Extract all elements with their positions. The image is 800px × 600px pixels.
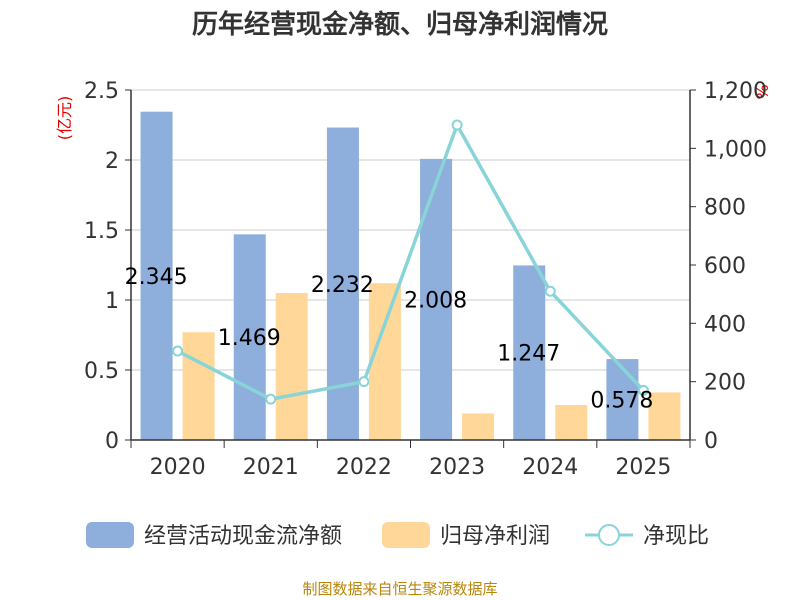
legend-item-ratio: 净现比 <box>585 524 709 549</box>
cashflow-bar <box>233 234 266 440</box>
axes: 0 0.5 1 1.5 2 2.5 0 200 400 600 800 1,000 1,200 2020 2… <box>84 79 767 480</box>
left-axis-tick-label: 2.5 <box>84 79 119 104</box>
x-axis-tick-label: 2025 <box>615 455 671 480</box>
cashflow-bar <box>606 359 639 440</box>
x-axis-tick-label: 2021 <box>243 455 299 480</box>
left-axis-tick-label: 1 <box>105 289 119 314</box>
legend-item-net-profit: 归母净利润 <box>382 522 550 549</box>
cashflow-bar <box>513 265 546 440</box>
left-axis-unit: (亿元) <box>55 96 74 141</box>
right-axis-unit: % <box>753 84 772 99</box>
cashflow-data-label: 0.578 <box>590 389 653 414</box>
x-axis-tick-label: 2020 <box>150 455 206 480</box>
left-axis-tick-label: 1.5 <box>84 219 119 244</box>
legend: 经营活动现金流净额 归母净利润 净现比 <box>86 522 709 549</box>
right-axis-tick-label: 200 <box>704 371 746 396</box>
ratio-point <box>637 384 649 396</box>
right-axis-tick-label: 800 <box>704 196 746 221</box>
cashflow-data-label: 2.008 <box>404 288 467 313</box>
ratio-point <box>265 393 277 405</box>
net-profit-bar <box>182 332 215 440</box>
ratio-line <box>176 120 645 401</box>
cashflow-data-label: 1.469 <box>218 326 281 351</box>
x-axis-tick-label: 2023 <box>429 455 485 480</box>
legend-label: 经营活动现金流净额 <box>144 524 342 549</box>
x-axis-tick-label: 2022 <box>336 455 392 480</box>
left-axis-tick-label: 0.5 <box>84 359 119 384</box>
legend-swatch <box>382 522 430 548</box>
left-axis-tick-label: 0 <box>105 429 119 454</box>
chart-title: 历年经营现金净额、归母净利润情况 <box>192 9 608 40</box>
grid-lines <box>131 89 690 371</box>
cashflow-data-label: 1.247 <box>497 342 560 367</box>
right-axis-tick-label: 0 <box>704 429 718 454</box>
cashflow-bar <box>140 111 173 440</box>
right-axis-tick-label: 400 <box>704 312 746 337</box>
ratio-point <box>451 119 463 131</box>
cashflow-bar <box>420 158 453 440</box>
x-axis-tick-label: 2024 <box>522 455 578 480</box>
net-profit-bar <box>368 283 401 440</box>
ratio-point <box>544 285 556 297</box>
legend-swatch-marker <box>598 524 620 546</box>
net-profit-bar <box>462 413 495 440</box>
cashflow-data-label: 2.232 <box>311 273 374 298</box>
ratio-line-series <box>172 119 649 405</box>
net-profit-bar <box>275 293 308 440</box>
ratio-point <box>358 376 370 388</box>
ratio-point <box>172 345 184 357</box>
net-profit-bar <box>648 392 681 440</box>
net-profit-bar <box>555 405 588 440</box>
source-note: 制图数据来自恒生聚源数据库 <box>302 580 497 598</box>
legend-swatch <box>86 522 134 548</box>
right-axis-tick-label: 1,000 <box>704 137 767 162</box>
right-axis-tick-label: 1,200 <box>704 79 767 104</box>
cashflow-data-label: 2.345 <box>125 265 188 290</box>
legend-item-cashflow: 经营活动现金流净额 <box>86 522 342 549</box>
legend-label: 净现比 <box>643 524 709 549</box>
legend-label: 归母净利润 <box>440 524 550 549</box>
left-axis-tick-label: 2 <box>105 149 119 174</box>
data-labels: 2.345 1.469 2.232 2.008 1.247 0.578 <box>125 265 654 414</box>
right-axis-tick-label: 600 <box>704 254 746 279</box>
